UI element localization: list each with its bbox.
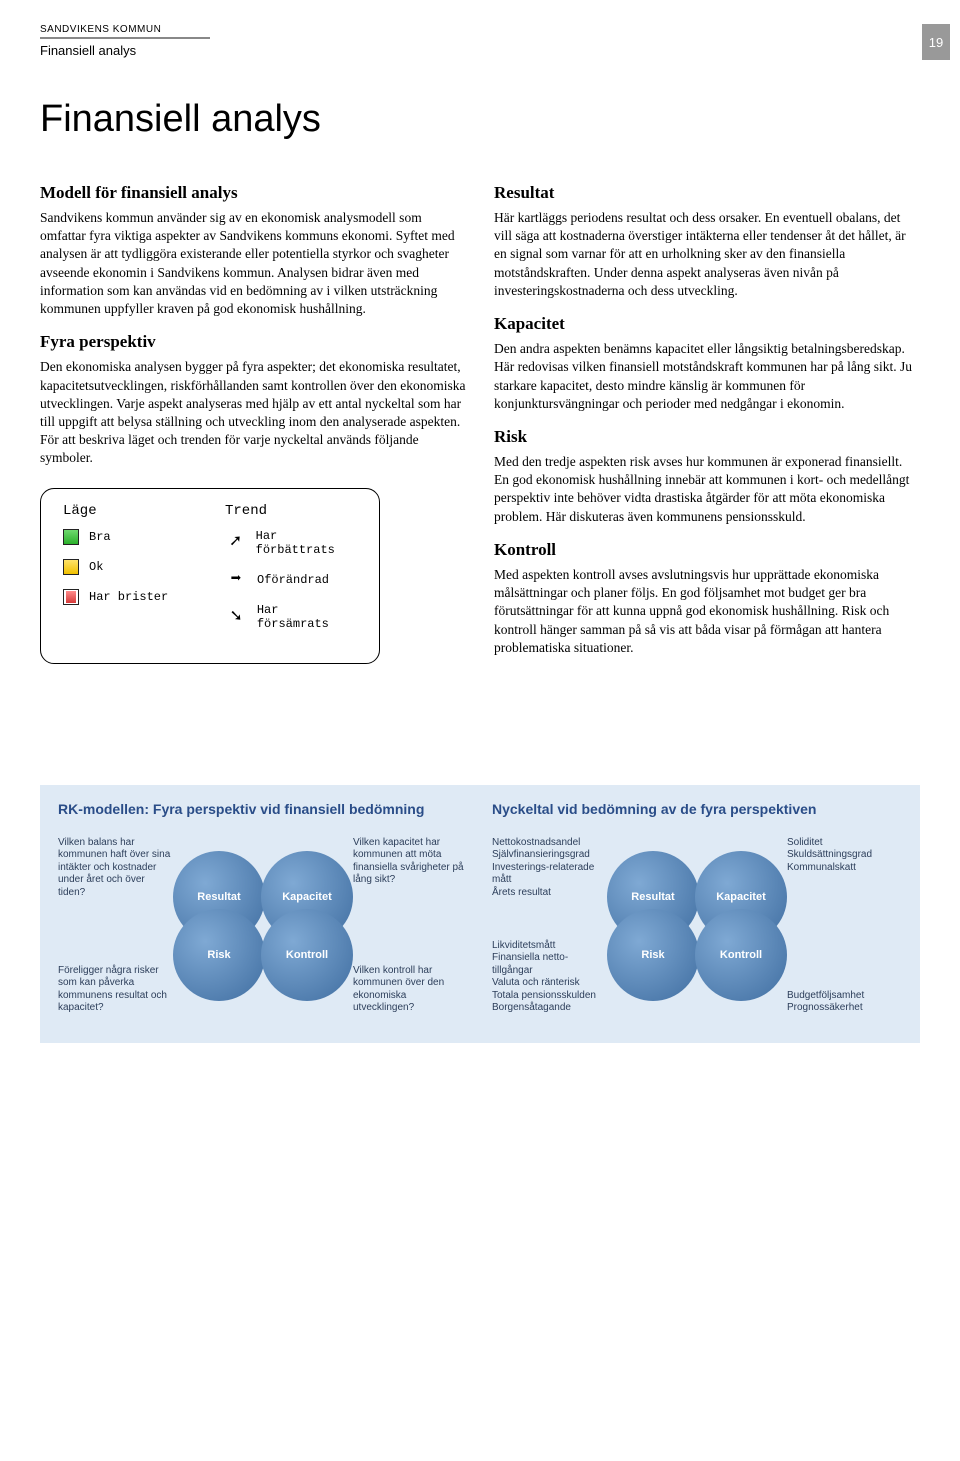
legend-forbattrats-label: Har förbättrats bbox=[256, 529, 357, 557]
para-fyra-perspektiv: Den ekonomiska analysen bygger på fyra a… bbox=[40, 358, 466, 467]
section-name: Finansiell analys bbox=[40, 43, 920, 58]
heading-fyra-perspektiv: Fyra perspektiv bbox=[40, 332, 466, 352]
header-rule bbox=[40, 37, 210, 39]
text-columns: Modell för finansiell analys Sandvikens … bbox=[40, 169, 920, 665]
square-yellow-icon bbox=[63, 559, 79, 575]
legend-lage-col: Läge Bra Ok Har brister bbox=[63, 503, 195, 645]
circle-kontroll-r: Kontroll bbox=[695, 909, 787, 1001]
square-red-icon bbox=[66, 591, 76, 603]
legend-bra-label: Bra bbox=[89, 530, 111, 544]
legend-trend-col: Trend ➚ Har förbättrats ➡ Oförändrad ➘ H… bbox=[225, 503, 357, 645]
legend-ok-label: Ok bbox=[89, 560, 103, 574]
circle-risk-r: Risk bbox=[607, 909, 699, 1001]
para-modell: Sandvikens kommun använder sig av en eko… bbox=[40, 209, 466, 318]
panel-left-text-tr: Vilken kapacitet har kommunen att möta f… bbox=[353, 837, 468, 887]
org-name: Sandvikens kommun bbox=[40, 24, 920, 35]
panel-left-title: RK-modellen: Fyra perspektiv vid finansi… bbox=[58, 801, 468, 817]
circle-risk: Risk bbox=[173, 909, 265, 1001]
arrow-right-icon: ➡ bbox=[231, 571, 242, 589]
panel-right-half: Nyckeltal vid bedömning av de fyra persp… bbox=[492, 801, 902, 1021]
square-green-icon bbox=[63, 529, 79, 545]
legend-row-ok: Ok bbox=[63, 559, 195, 575]
right-column: Resultat Här kartläggs periodens resulta… bbox=[494, 169, 920, 665]
legend-lage-head: Läge bbox=[63, 503, 195, 519]
heading-kontroll: Kontroll bbox=[494, 540, 920, 560]
circle-kontroll: Kontroll bbox=[261, 909, 353, 1001]
legend-row-brister: Har brister bbox=[63, 589, 195, 605]
panel-right-title: Nyckeltal vid bedömning av de fyra persp… bbox=[492, 801, 902, 817]
legend-oforandrad-label: Oförändrad bbox=[257, 573, 329, 587]
legend-row-oforandrad: ➡ Oförändrad bbox=[225, 571, 357, 589]
page-number: 19 bbox=[922, 24, 950, 60]
heading-risk: Risk bbox=[494, 427, 920, 447]
page-header: Sandvikens kommun Finansiell analys 19 bbox=[40, 24, 920, 58]
panel-right-text-bl: Likviditetsmått Finansiella netto-tillgå… bbox=[492, 940, 607, 1015]
para-kontroll: Med aspekten kontroll avses avslutningsv… bbox=[494, 566, 920, 657]
panel-right-text-tr: Soliditet Skuldsättningsgrad Kommunalska… bbox=[787, 837, 902, 875]
legend-brister-label: Har brister bbox=[89, 590, 168, 604]
panel-right-text-br: Budgetföljsamhet Prognossäkerhet bbox=[787, 990, 902, 1015]
panel-left-text-tl: Vilken balans har kommunen haft över sin… bbox=[58, 837, 173, 900]
para-kapacitet: Den andra aspekten benämns kapacitet ell… bbox=[494, 340, 920, 413]
arrow-down-icon: ➘ bbox=[231, 608, 242, 626]
left-column: Modell för finansiell analys Sandvikens … bbox=[40, 169, 466, 665]
rk-model-panel: RK-modellen: Fyra perspektiv vid finansi… bbox=[40, 785, 920, 1043]
para-resultat: Här kartläggs periodens resultat och des… bbox=[494, 209, 920, 300]
heading-resultat: Resultat bbox=[494, 183, 920, 203]
panel-left-text-br: Vilken kontroll har kommunen över den ek… bbox=[353, 965, 468, 1015]
panel-right-text-tl: Nettokostnadsandel Självfinansieringsgra… bbox=[492, 837, 607, 900]
heading-modell: Modell för finansiell analys bbox=[40, 183, 466, 203]
para-risk: Med den tredje aspekten risk avses hur k… bbox=[494, 453, 920, 526]
page-title: Finansiell analys bbox=[40, 98, 920, 141]
legend-box: Läge Bra Ok Har brister Trend bbox=[40, 488, 380, 664]
legend-row-bra: Bra bbox=[63, 529, 195, 545]
arrow-up-icon: ➚ bbox=[230, 534, 241, 552]
panel-left-text-bl: Föreligger några risker som kan påverka … bbox=[58, 965, 173, 1015]
legend-trend-head: Trend bbox=[225, 503, 357, 519]
panel-left-half: RK-modellen: Fyra perspektiv vid finansi… bbox=[58, 801, 468, 1021]
heading-kapacitet: Kapacitet bbox=[494, 314, 920, 334]
legend-row-forbattrats: ➚ Har förbättrats bbox=[225, 529, 357, 557]
legend-row-forsamrats: ➘ Har försämrats bbox=[225, 603, 357, 631]
legend-forsamrats-label: Har försämrats bbox=[257, 603, 357, 631]
